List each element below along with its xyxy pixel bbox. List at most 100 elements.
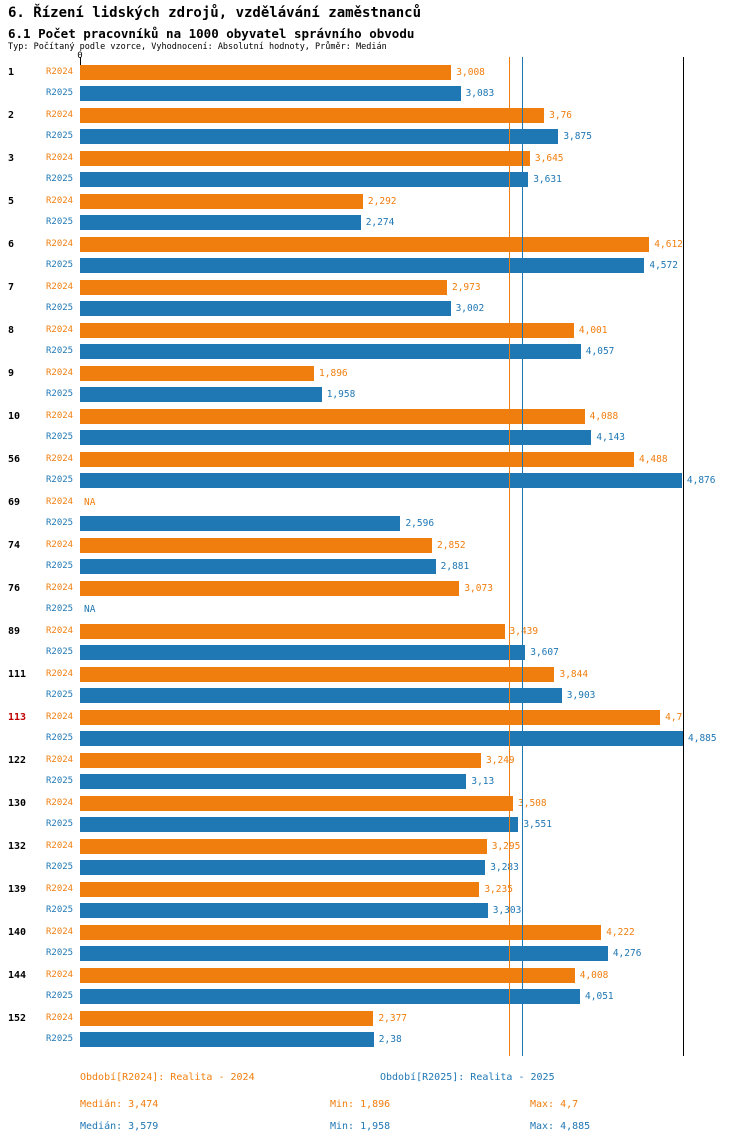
- bar-r2025: [80, 473, 682, 488]
- bar-value-label: 3,13: [471, 776, 495, 787]
- bar-r2024: [80, 796, 514, 811]
- series-label-r2024: R2024: [46, 1013, 74, 1023]
- bar-value-label: 3,439: [509, 626, 539, 637]
- bar-r2024: [80, 710, 661, 725]
- stat-max-r2025: Max: 4,885: [530, 1121, 591, 1132]
- row-id-label: 89: [8, 626, 21, 637]
- row-id-label: 6: [8, 239, 15, 250]
- bar-r2024: [80, 366, 315, 381]
- bar-value-label: 3,903: [566, 690, 596, 701]
- bar-r2025: [80, 903, 488, 918]
- bar-r2025: [80, 688, 562, 703]
- row-id-label: 152: [8, 1013, 27, 1024]
- bar-value-label: 4,276: [612, 948, 642, 959]
- bar-value-label: 2,852: [437, 540, 466, 551]
- bar-r2025: [80, 430, 592, 445]
- series-label-r2024: R2024: [46, 67, 74, 77]
- bar-r2025: [80, 516, 401, 531]
- bar-value-label: 4,488: [638, 454, 668, 465]
- series-label-r2025: R2025: [46, 217, 74, 227]
- series-label-r2024: R2024: [46, 196, 74, 206]
- row-id-label: 139: [8, 884, 27, 895]
- bar-value-label: 4,876: [686, 475, 716, 486]
- bar-value-label: 3,844: [559, 669, 589, 680]
- bar-value-label: 1,958: [326, 389, 356, 400]
- bar-value-label: 2,377: [378, 1013, 408, 1024]
- row-id-label: 122: [8, 755, 27, 766]
- bar-value-label: 4,057: [585, 346, 615, 357]
- series-label-r2024: R2024: [46, 454, 74, 464]
- bar-r2025: [80, 387, 322, 402]
- stat-max-r2024: Max: 4,7: [530, 1099, 579, 1110]
- bar-r2025: [80, 301, 451, 316]
- chart-meta-line: Typ: Počítaný podle vzorce, Vyhodnocení:…: [8, 42, 387, 52]
- series-label-r2024: R2024: [46, 110, 74, 120]
- series-label-r2024: R2024: [46, 497, 74, 507]
- bar-r2024: [80, 237, 650, 252]
- series-label-r2025: R2025: [46, 561, 74, 571]
- na-label: NA: [84, 497, 96, 508]
- bar-r2025: [80, 731, 683, 746]
- row-id-label: 130: [8, 798, 27, 809]
- page-title: 6. Řízení lidských zdrojů, vzdělávání za…: [8, 5, 422, 21]
- row-id-label: 132: [8, 841, 27, 852]
- row-id-label: 10: [8, 411, 21, 422]
- bar-r2025: [80, 1032, 374, 1047]
- series-label-r2025: R2025: [46, 518, 74, 528]
- axis-zero-tick: [80, 57, 81, 65]
- bar-value-label: 4,088: [589, 411, 619, 422]
- bar-value-label: 3,631: [533, 174, 562, 185]
- series-label-r2025: R2025: [46, 862, 74, 872]
- row-id-label: 74: [8, 540, 21, 551]
- bar-value-label: 3,607: [530, 647, 559, 658]
- bar-value-label: 3,008: [456, 67, 485, 78]
- bar-r2025: [80, 258, 645, 273]
- series-label-r2024: R2024: [46, 368, 74, 378]
- series-label-r2025: R2025: [46, 604, 74, 614]
- bar-value-label: 3,76: [549, 110, 573, 121]
- bar-value-label: 3,645: [534, 153, 564, 164]
- series-label-r2024: R2024: [46, 970, 74, 980]
- bar-r2024: [80, 753, 482, 768]
- stat-min-r2024: Min: 1,896: [330, 1099, 391, 1110]
- bar-r2025: [80, 774, 467, 789]
- row-id-label: 69: [8, 497, 21, 508]
- bar-value-label: 4,143: [596, 432, 626, 443]
- legend-period-r2024: Období[R2024]: Realita - 2024: [80, 1072, 255, 1083]
- series-label-r2025: R2025: [46, 647, 74, 657]
- bar-r2025: [80, 860, 486, 875]
- series-label-r2025: R2025: [46, 174, 74, 184]
- row-id-label: 144: [8, 970, 27, 981]
- bar-value-label: 2,274: [365, 217, 395, 228]
- bar-value-label: 3,508: [518, 798, 547, 809]
- bar-value-label: 2,596: [405, 518, 435, 529]
- bar-value-label: 1,896: [319, 368, 348, 379]
- row-id-label: 76: [8, 583, 21, 594]
- series-label-r2024: R2024: [46, 626, 74, 636]
- axis-zero-label: 0: [77, 51, 83, 61]
- legend-period-r2025: Období[R2025]: Realita - 2025: [380, 1072, 555, 1083]
- bar-r2025: [80, 215, 361, 230]
- row-id-label: 2: [8, 110, 15, 121]
- bar-value-label: 2,38: [378, 1034, 402, 1045]
- series-label-r2024: R2024: [46, 798, 74, 808]
- bar-value-label: 3,235: [484, 884, 513, 895]
- page-subtitle: 6.1 Počet pracovníků na 1000 obyvatel sp…: [8, 26, 415, 41]
- bar-r2024: [80, 194, 363, 209]
- bar-r2024: [80, 151, 530, 166]
- row-id-label: 1: [8, 67, 15, 78]
- bar-value-label: 3,002: [455, 303, 485, 314]
- bar-r2025: [80, 989, 581, 1004]
- median-line-r2025: [521, 57, 523, 1056]
- bar-value-label: 3,295: [491, 841, 521, 852]
- row-id-label: 111: [8, 669, 27, 680]
- bar-value-label: 4,572: [649, 260, 678, 271]
- bar-r2025: [80, 344, 581, 359]
- stat-median-r2024: Medián: 3,474: [80, 1099, 159, 1110]
- bar-value-label: 4,001: [578, 325, 608, 336]
- na-label: NA: [84, 604, 96, 615]
- bar-value-label: 3,283: [490, 862, 519, 873]
- row-id-label: 3: [8, 153, 15, 164]
- series-label-r2025: R2025: [46, 733, 74, 743]
- bar-value-label: 2,881: [440, 561, 470, 572]
